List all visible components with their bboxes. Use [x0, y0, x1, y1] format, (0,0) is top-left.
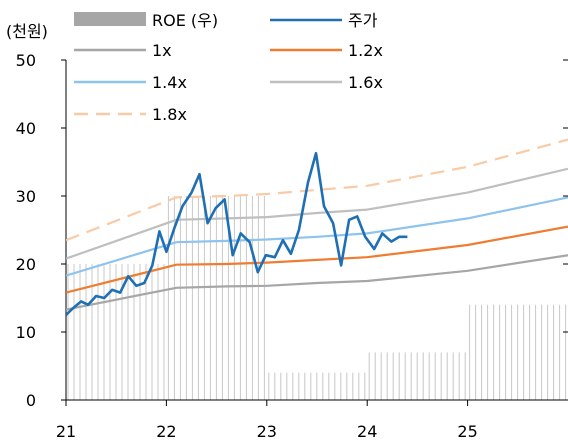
- series-line-주가: [66, 151, 408, 316]
- legend-label: ROE (우): [152, 11, 218, 30]
- roe-bars: [67, 196, 567, 400]
- y-tick-label: 30: [16, 187, 36, 206]
- legend-item: 1.6x: [270, 73, 383, 92]
- roe-bar-4: [368, 352, 466, 400]
- legend-swatch: [74, 12, 146, 26]
- unit-label: (천원): [6, 22, 48, 41]
- x-tick-label: 22: [156, 422, 176, 441]
- x-tick-label: 24: [357, 422, 377, 441]
- legend-label: 1x: [152, 41, 172, 60]
- roe-bar-2: [167, 196, 265, 400]
- legend-label: 주가: [348, 11, 378, 30]
- series-line-1.4x: [66, 196, 568, 277]
- legend-item: 1.2x: [270, 41, 383, 60]
- legend-item: 1x: [74, 41, 172, 60]
- series-line-1.6x: [66, 167, 568, 260]
- legend: ROE (우) 주가 1x 1.2x 1.4x 1.6x 1.8x: [74, 11, 383, 124]
- y-tick-label: 20: [16, 255, 36, 274]
- roe-bar-1: [67, 264, 165, 400]
- y-tick-label: 0: [26, 391, 36, 410]
- legend-item: ROE (우): [74, 11, 218, 30]
- x-tick-label: 21: [56, 422, 76, 441]
- legend-label: 1.4x: [152, 73, 187, 92]
- legend-label: 1.2x: [348, 41, 383, 60]
- series-lines: [66, 138, 568, 316]
- legend-item: 주가: [270, 11, 378, 30]
- y-tick-label: 40: [16, 119, 36, 138]
- legend-item: 1.4x: [74, 73, 187, 92]
- legend-label: 1.6x: [348, 73, 383, 92]
- series-line-1.2x: [66, 225, 568, 294]
- series-line-1x: [66, 254, 568, 311]
- x-tick-label: 25: [457, 422, 477, 441]
- roe-bar-5: [469, 304, 567, 400]
- y-tick-label: 50: [16, 51, 36, 70]
- x-tick-label: 23: [257, 422, 277, 441]
- legend-label: 1.8x: [152, 105, 187, 124]
- y-tick-label: 10: [16, 323, 36, 342]
- legend-item: 1.8x: [74, 105, 187, 124]
- axes: 0 10 20 30 40 50 21 22 23 24 25: [16, 51, 568, 441]
- roe-bar-3: [268, 372, 366, 400]
